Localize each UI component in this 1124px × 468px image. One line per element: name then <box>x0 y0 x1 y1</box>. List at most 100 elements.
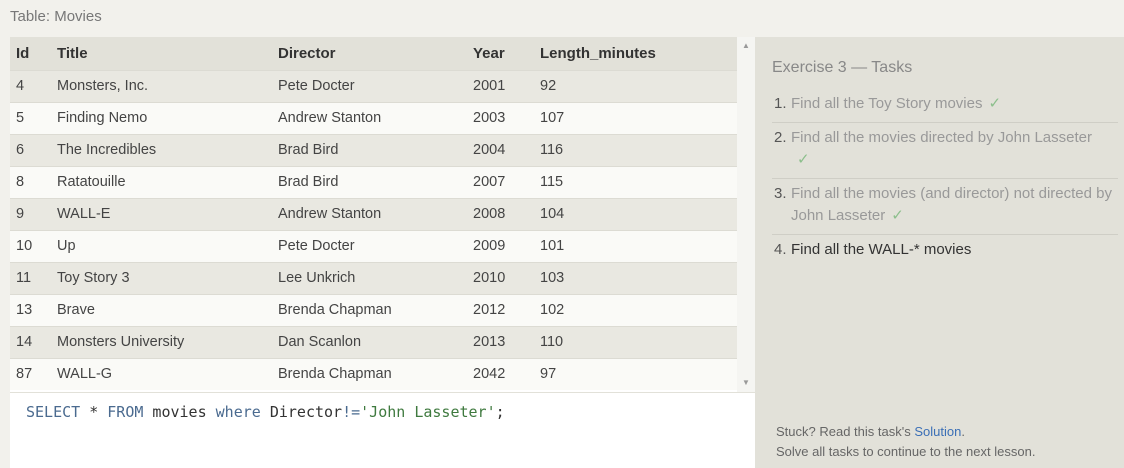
table-cell: 8 <box>10 165 51 198</box>
table-cell: 2008 <box>467 197 534 230</box>
table-cell: 110 <box>534 325 737 358</box>
tasks-panel: Exercise 3 — Tasks 1. Find all the Toy St… <box>755 37 1124 468</box>
table-cell: Monsters University <box>51 325 272 358</box>
table-cell: 104 <box>534 197 737 230</box>
table-cell: Monsters, Inc. <box>51 69 272 102</box>
solution-link[interactable]: Solution <box>914 424 962 439</box>
footer-text: . <box>961 424 965 439</box>
task-list: 1. Find all the Toy Story movies ✓ 2. Find … <box>772 89 1118 268</box>
check-icon: ✓ <box>988 95 1002 112</box>
table-cell: Toy Story 3 <box>51 261 272 294</box>
table-cell: The Incredibles <box>51 133 272 166</box>
table-row: 6 The Incredibles Brad Bird 2004 116 <box>10 133 737 166</box>
sql-keyword: SELECT <box>26 403 81 421</box>
table-row: 87 WALL-G Brenda Chapman 2042 97 <box>10 357 737 390</box>
task-text: Find all the movies directed by John Las… <box>791 129 1092 146</box>
sql-token: ; <box>495 403 505 421</box>
table-cell: 2003 <box>467 101 534 134</box>
task-number: 4. <box>774 241 787 258</box>
table-cell: Brad Bird <box>272 165 467 198</box>
check-icon: ✓ <box>891 207 904 224</box>
table-cell: 14 <box>10 325 51 358</box>
sql-string: 'John Lasseter' <box>360 403 496 421</box>
task-item-current: 4. Find all the WALL-* movies <box>772 235 1118 268</box>
panel-footer: Stuck? Read this task's Solution. Solve … <box>776 422 1035 462</box>
scroll-up-icon[interactable]: ▲ <box>742 41 750 50</box>
sql-editor[interactable]: SELECT * FROM movies where Director!='Jo… <box>10 392 755 468</box>
table-row: 8 Ratatouille Brad Bird 2007 115 <box>10 165 737 198</box>
sql-token: Director <box>260 403 343 421</box>
table-cell: 2012 <box>467 293 534 326</box>
task-number: 3. <box>774 185 787 202</box>
table-cell: 2001 <box>467 69 534 102</box>
table-row: 14 Monsters University Dan Scanlon 2013 110 <box>10 325 737 358</box>
table-cell: 2004 <box>467 133 534 166</box>
table-cell: Brenda Chapman <box>272 357 467 390</box>
task-item: 2. Find all the movies directed by John L… <box>772 123 1118 179</box>
sql-token: * <box>80 403 108 421</box>
sql-token: movies <box>143 403 216 421</box>
table-cell: 2009 <box>467 229 534 262</box>
table-cell: 103 <box>534 261 737 294</box>
table-row: 11 Toy Story 3 Lee Unkrich 2010 103 <box>10 261 737 294</box>
sql-keyword: where <box>215 403 261 421</box>
table-cell: 10 <box>10 229 51 262</box>
scroll-down-icon[interactable]: ▼ <box>742 378 750 387</box>
sql-query[interactable]: SELECT * FROM movies where Director!='Jo… <box>26 403 505 421</box>
table-cell: 102 <box>534 293 737 326</box>
table-cell: 11 <box>10 261 51 294</box>
table-cell: 97 <box>534 357 737 390</box>
column-header: Id <box>10 37 51 70</box>
table-cell: 92 <box>534 69 737 102</box>
table-cell: Up <box>51 229 272 262</box>
table-cell: 2007 <box>467 165 534 198</box>
table-cell: WALL-G <box>51 357 272 390</box>
table-cell: Pete Docter <box>272 229 467 262</box>
table-cell: 2010 <box>467 261 534 294</box>
table-cell: Andrew Stanton <box>272 197 467 230</box>
table-cell: 5 <box>10 101 51 134</box>
table-header-row: Id Title Director Year Length_minutes <box>10 37 737 70</box>
table-row: 9 WALL-E Andrew Stanton 2008 104 <box>10 197 737 230</box>
task-number: 2. <box>774 129 787 146</box>
task-text: Find all the WALL-* movies <box>791 241 972 258</box>
task-number: 1. <box>774 95 787 112</box>
table-cell: Dan Scanlon <box>272 325 467 358</box>
table-cell: Brenda Chapman <box>272 293 467 326</box>
task-text: Find all the movies (and director) not d… <box>791 185 1112 224</box>
sql-keyword: FROM <box>107 403 144 421</box>
table-row: 4 Monsters, Inc. Pete Docter 2001 92 <box>10 69 737 102</box>
table-row: 10 Up Pete Docter 2009 101 <box>10 229 737 262</box>
task-item: 1. Find all the Toy Story movies ✓ <box>772 89 1118 123</box>
task-text: Find all the Toy Story movies <box>791 95 983 112</box>
table-cell: WALL-E <box>51 197 272 230</box>
table-row: 5 Finding Nemo Andrew Stanton 2003 107 <box>10 101 737 134</box>
exercise-title: Exercise 3 — Tasks <box>772 59 913 76</box>
footer-text: Stuck? Read this task's <box>776 424 915 439</box>
table-cell: 2013 <box>467 325 534 358</box>
column-header: Length_minutes <box>534 37 737 70</box>
task-item: 3. Find all the movies (and director) not… <box>772 179 1118 235</box>
table-scrollbar[interactable]: ▲ ▼ <box>737 37 755 392</box>
table-row: 13 Brave Brenda Chapman 2012 102 <box>10 293 737 326</box>
table-cell: 116 <box>534 133 737 166</box>
table-cell: 2042 <box>467 357 534 390</box>
column-header: Year <box>467 37 534 70</box>
table-cell: Finding Nemo <box>51 101 272 134</box>
column-header: Director <box>272 37 467 70</box>
table-cell: 13 <box>10 293 51 326</box>
table-cell: Lee Unkrich <box>272 261 467 294</box>
table-cell: 6 <box>10 133 51 166</box>
table-cell: Ratatouille <box>51 165 272 198</box>
column-header: Title <box>51 37 272 70</box>
table-cell: 4 <box>10 69 51 102</box>
table-cell: 87 <box>10 357 51 390</box>
sql-operator: != <box>342 403 361 421</box>
footer-text: Solve all tasks to continue to the next … <box>776 444 1036 459</box>
table-cell: 107 <box>534 101 737 134</box>
table-cell: Pete Docter <box>272 69 467 102</box>
table-cell: Brad Bird <box>272 133 467 166</box>
table-cell: 115 <box>534 165 737 198</box>
